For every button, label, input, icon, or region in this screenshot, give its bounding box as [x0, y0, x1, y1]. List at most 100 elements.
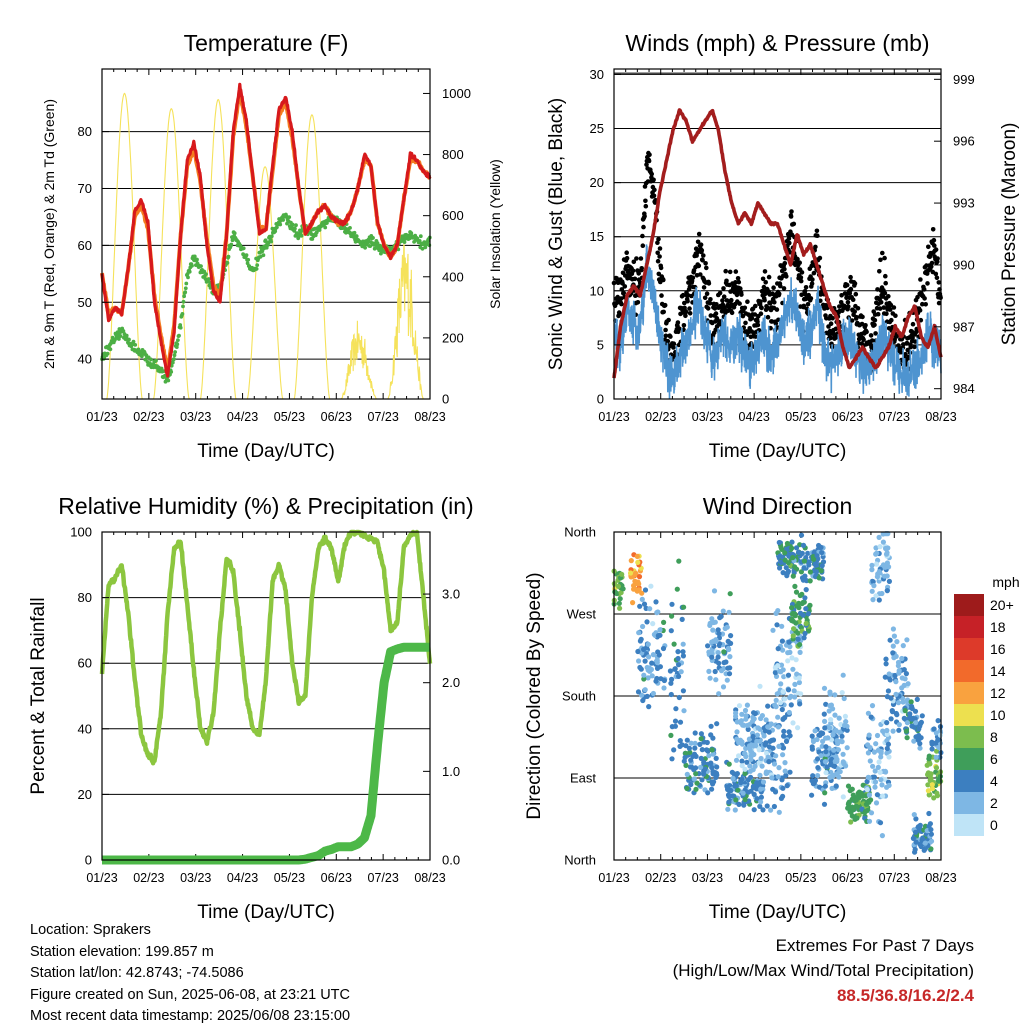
dewpoint-point: [187, 269, 192, 274]
gust-point: [655, 258, 661, 264]
dewpoint-point: [184, 281, 189, 286]
direction-point: [828, 717, 834, 723]
direction-point: [641, 676, 647, 682]
legend-label: 8: [990, 729, 998, 745]
dewpoint-point: [294, 223, 298, 228]
direction-point: [796, 679, 803, 686]
humidity-line: [99, 529, 433, 766]
dewpoint-point: [172, 357, 176, 361]
x-tick-label: 02/23: [133, 410, 164, 424]
dewpoint-point: [402, 240, 407, 245]
direction-point: [840, 672, 846, 678]
direction-point: [893, 653, 899, 660]
gust-point: [641, 224, 646, 230]
direction-point: [778, 681, 784, 687]
direction-point: [827, 725, 833, 731]
direction-point: [708, 649, 715, 655]
direction-point: [678, 669, 684, 675]
dewpoint-point: [178, 325, 183, 330]
direction-point: [777, 668, 783, 674]
direction-point: [904, 735, 910, 741]
direction-point: [886, 782, 892, 789]
gust-point: [723, 268, 728, 274]
direction-point: [639, 596, 645, 603]
direction-point: [746, 736, 753, 742]
x-tick-label: 01/23: [86, 871, 117, 885]
direction-point: [786, 639, 792, 645]
y-right-tick-label: 0.0: [442, 853, 460, 868]
gust-point: [624, 255, 630, 261]
direction-point: [755, 725, 761, 731]
direction-point: [791, 626, 797, 632]
direction-point: [763, 717, 769, 723]
dewpoint-point: [206, 277, 211, 281]
gust-point: [932, 243, 937, 248]
direction-point: [682, 750, 689, 756]
direction-point: [738, 780, 744, 786]
direction-point: [773, 753, 779, 759]
direction-point: [773, 704, 779, 710]
gust-point: [808, 296, 814, 301]
direction-point: [867, 745, 873, 751]
gust-point: [646, 158, 652, 164]
gust-point: [853, 291, 859, 297]
direction-point: [745, 722, 751, 728]
direction-point: [707, 620, 713, 626]
direction-point: [641, 672, 647, 678]
gust-point: [708, 297, 713, 302]
gust-point: [878, 257, 883, 263]
direction-point: [902, 708, 908, 714]
gust-point: [803, 285, 809, 290]
direction-point: [782, 768, 788, 774]
gust-point: [656, 236, 661, 242]
dewpoint-point: [174, 345, 179, 349]
y-tick-label: 40: [78, 721, 92, 736]
gust-point: [854, 314, 859, 320]
legend-swatch: [954, 616, 984, 638]
direction-point: [681, 604, 687, 610]
dewpoint-point: [412, 240, 416, 244]
direction-point: [758, 755, 764, 762]
direction-point: [668, 628, 674, 634]
direction-point: [669, 756, 675, 762]
station-info: Location: Sprakers Station elevation: 19…: [30, 920, 350, 1028]
direction-point: [899, 655, 905, 662]
direction-point: [873, 551, 879, 557]
direction-point: [750, 718, 756, 724]
gust-point: [666, 317, 671, 323]
direction-point: [797, 642, 803, 648]
dewpoint-point: [278, 222, 283, 227]
gust-point: [749, 316, 755, 321]
gust-point: [810, 277, 815, 282]
direction-point: [868, 810, 875, 816]
gust-point: [662, 302, 668, 308]
direction-point: [639, 692, 645, 698]
gust-point: [706, 281, 712, 286]
direction-point: [691, 776, 697, 782]
direction-point: [881, 573, 888, 579]
direction-point: [789, 655, 795, 661]
direction-point: [711, 638, 717, 644]
legend-label: 4: [990, 773, 998, 789]
direction-point: [657, 627, 663, 633]
gust-point: [668, 334, 673, 339]
direction-point: [827, 689, 833, 695]
direction-point: [635, 559, 641, 566]
gust-point: [721, 294, 727, 300]
y-tick-label: 100: [70, 525, 92, 540]
gust-point: [680, 292, 686, 298]
direction-point: [758, 799, 764, 805]
gust-point: [755, 322, 761, 328]
direction-label: North: [564, 853, 596, 868]
gust-point: [936, 300, 942, 306]
direction-point: [686, 745, 693, 751]
direction-point: [819, 563, 825, 569]
direction-point: [673, 706, 679, 712]
gust-point: [704, 265, 709, 271]
gust-point: [898, 349, 904, 355]
gust-point: [685, 298, 690, 304]
direction-point: [920, 836, 926, 842]
chart-panel-2: Winds (mph) & Pressure (mb) Time (Day/UTC…: [546, 30, 1020, 462]
dewpoint-point: [269, 239, 274, 244]
direction-point: [880, 562, 887, 568]
